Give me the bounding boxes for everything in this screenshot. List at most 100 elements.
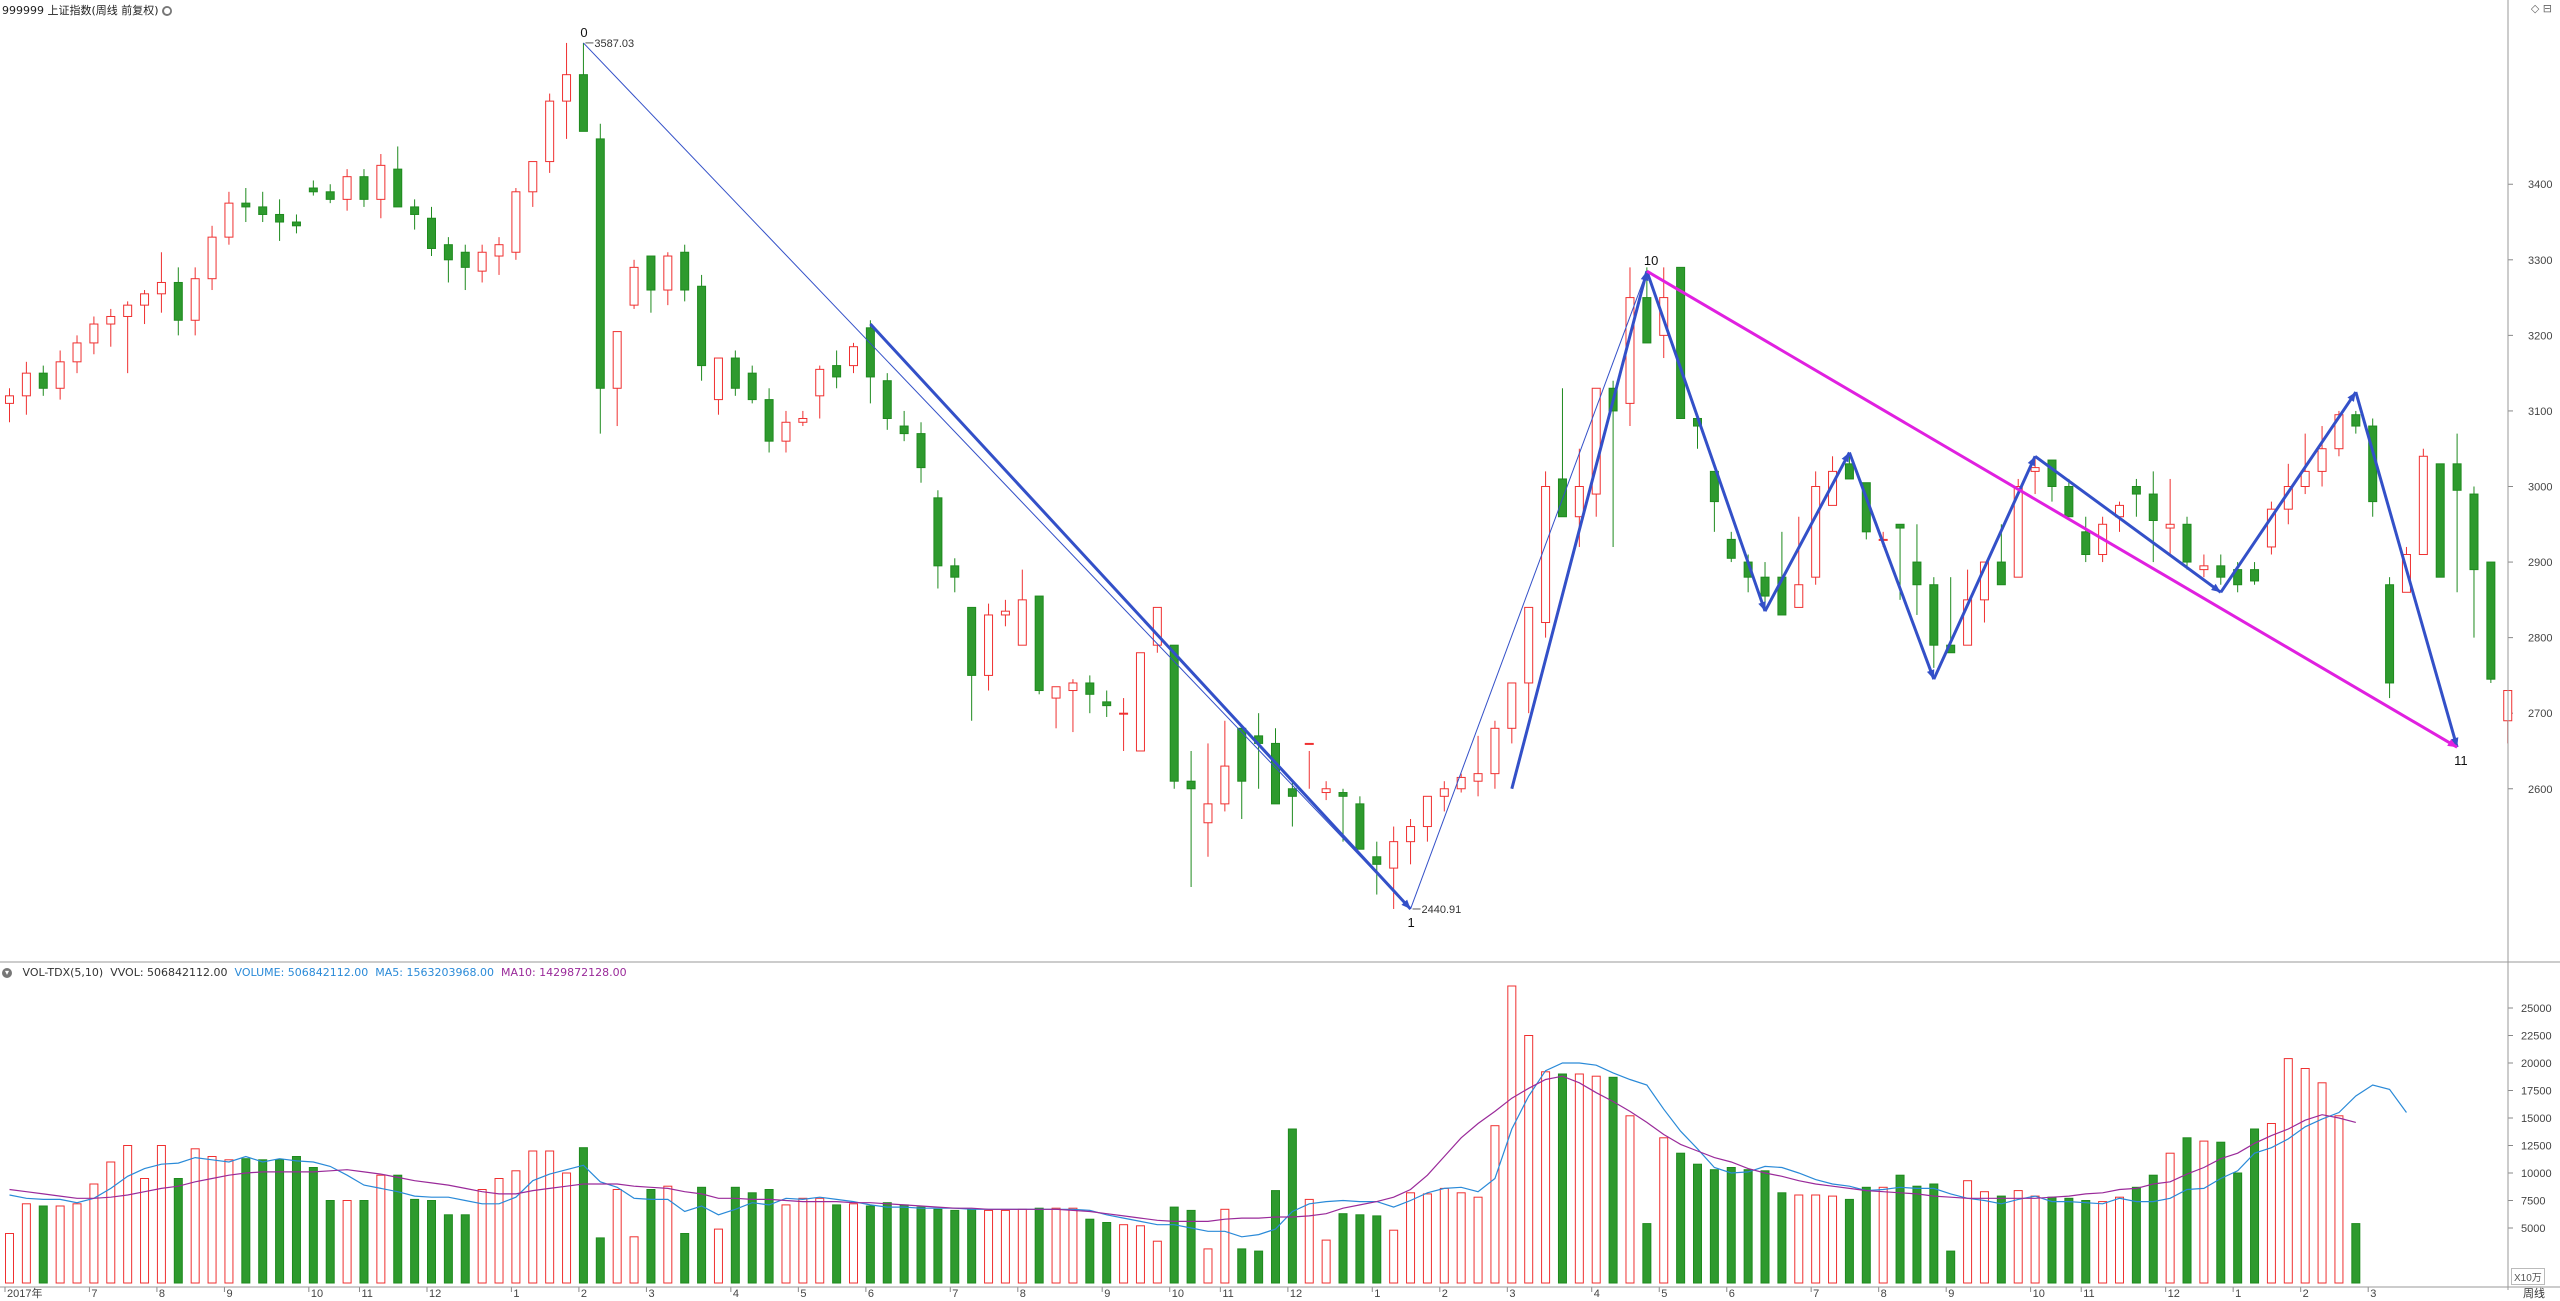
candle (1034, 595, 1044, 695)
candle-body (2418, 455, 2428, 556)
candle (359, 169, 369, 207)
candle-body (2081, 531, 2091, 556)
volume-bar (1878, 1186, 1888, 1284)
candle (291, 214, 301, 234)
volume-bar (781, 1204, 791, 1284)
volume-bar (427, 1200, 436, 1284)
candle-body (815, 368, 825, 397)
candle (1304, 742, 1314, 789)
candle (646, 255, 656, 313)
candle-body (2300, 470, 2310, 487)
arrow-head (1401, 899, 1411, 909)
candle (933, 490, 943, 589)
candle (308, 180, 318, 196)
volume-bar (612, 1189, 622, 1284)
candle-body (629, 266, 639, 306)
volume-bar (21, 1203, 31, 1284)
volume-bar (224, 1159, 234, 1284)
volume-bar (2182, 1137, 2192, 1284)
volume-bar (713, 1228, 723, 1284)
window-buttons[interactable]: ◇ ⊟ (2530, 2, 2552, 15)
candle (1017, 569, 1027, 646)
settings-icon[interactable]: ● (162, 6, 173, 16)
candle-body (1017, 599, 1027, 646)
candle (1068, 679, 1078, 733)
candle-body (1372, 856, 1382, 865)
candle (325, 184, 335, 204)
wave-index-label: 11 (2454, 753, 2468, 768)
time-tick-label: 2 (581, 1288, 587, 1300)
candle-body (1676, 266, 1686, 419)
wave-line (1763, 451, 1851, 612)
volume-bar (646, 1189, 656, 1284)
volume-bar (1017, 1208, 1027, 1284)
candle (1169, 644, 1179, 789)
volume-bar (2081, 1200, 2091, 1284)
volume-bar (528, 1150, 538, 1284)
volume-bar (190, 1148, 200, 1284)
candle-body (984, 614, 994, 676)
candle (1929, 577, 1939, 668)
candle-body (258, 206, 268, 215)
candle (730, 350, 740, 396)
candle-body (2486, 561, 2496, 680)
volume-bar (325, 1200, 335, 1284)
candle (595, 123, 605, 434)
time-tick-label: 6 (868, 1288, 874, 1300)
candle-body (1979, 561, 1989, 601)
wave-line (583, 42, 1411, 910)
candle-body (528, 161, 538, 193)
volume-bar (2047, 1196, 2057, 1284)
candle (1507, 682, 1517, 744)
volume-bar (359, 1200, 369, 1284)
price-axis: 2600 2700 2800 2900 3000 3100 3200 3300 3400 (2508, 179, 2552, 796)
candle-body (1811, 486, 1821, 578)
candle (2165, 478, 2175, 555)
candle (1152, 606, 1162, 653)
volume-bar (55, 1205, 65, 1284)
trend-line (1646, 269, 2458, 749)
time-tick-label: 10 (1172, 1288, 1184, 1300)
candle (207, 225, 217, 291)
volume-ma-lines (9, 1062, 2407, 1238)
candle (663, 252, 673, 306)
candle (2266, 501, 2276, 555)
candle (1287, 781, 1297, 827)
time-tick-label: 9 (226, 1288, 232, 1300)
candle-body (1237, 727, 1247, 782)
volume-bar (511, 1170, 521, 1284)
volume-bar (1811, 1194, 1821, 1284)
wave-line (869, 323, 1412, 910)
volume-bar (1372, 1215, 1382, 1284)
candle-body (646, 255, 656, 291)
volume-bar (1186, 1209, 1196, 1284)
candle (275, 199, 285, 241)
candle (1422, 795, 1432, 842)
volume-bar (1203, 1248, 1213, 1284)
volume-bar (545, 1150, 555, 1284)
candle-body (342, 176, 352, 200)
candle-body (1760, 576, 1770, 597)
volume-bar (2148, 1174, 2158, 1284)
volume-bar (1591, 1075, 1601, 1284)
candle-body (207, 236, 217, 280)
volume-bar (1439, 1187, 1449, 1284)
volume-bar (291, 1156, 301, 1284)
arrow-head (2450, 737, 2459, 748)
candle-body (308, 187, 318, 193)
candle (1102, 690, 1112, 717)
volume-bar (933, 1208, 943, 1284)
collapse-icon[interactable]: ▾ (2, 968, 12, 978)
candle-body (697, 285, 707, 367)
time-tick-label: 8 (1881, 1288, 1887, 1300)
candle (1828, 456, 1838, 506)
ma5-value: MA5: 1563203968.00 (375, 966, 494, 979)
candle (2148, 471, 2158, 563)
volume-bar (680, 1233, 690, 1284)
candle (477, 244, 487, 283)
volume-bar (72, 1203, 82, 1284)
candle-body (477, 251, 487, 272)
period-tab[interactable]: 周线 (2523, 1287, 2545, 1300)
